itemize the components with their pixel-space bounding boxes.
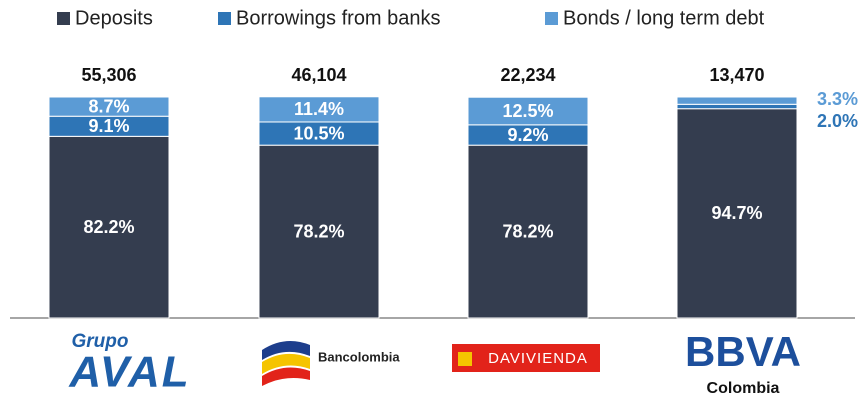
value-label: 11.4%	[294, 99, 344, 119]
bar-segment	[676, 96, 798, 105]
logo-mark	[262, 367, 310, 386]
value-label: 8.7%	[88, 96, 129, 116]
value-label: 2.0%	[817, 111, 858, 131]
bar-segment	[258, 96, 380, 123]
logo: AVAL	[68, 348, 190, 397]
bar-segment	[258, 144, 380, 319]
legend-label: Borrowings from banks	[236, 7, 441, 29]
logo: Bancolombia	[318, 349, 400, 364]
logo-note: Colombia	[707, 380, 780, 397]
logo-mark	[262, 353, 310, 374]
total-label: 22,234	[500, 65, 555, 85]
value-label: 3.3%	[817, 89, 858, 109]
total-label: 46,104	[291, 65, 346, 85]
value-label: 78.2%	[502, 221, 553, 241]
bar-segment	[676, 108, 798, 319]
logo: DAVIVIENDA	[488, 350, 588, 367]
logo-box	[452, 344, 600, 372]
legend-swatch	[57, 12, 70, 25]
bar-segment	[48, 96, 170, 117]
value-label: 10.5%	[293, 123, 344, 143]
value-label: 94.7%	[711, 203, 762, 223]
value-label: 9.1%	[88, 116, 129, 136]
total-label: 55,306	[81, 65, 136, 85]
logo-note: Grupo	[72, 331, 129, 352]
bar-segment	[467, 96, 589, 126]
value-label: 78.2%	[293, 221, 344, 241]
bar-segment	[467, 144, 589, 319]
total-label: 13,470	[709, 65, 764, 85]
legend-label: Bonds / long term debt	[563, 7, 765, 29]
logo: BBVA	[685, 328, 801, 375]
value-label: 9.2%	[507, 125, 548, 145]
bar-segment	[48, 135, 170, 319]
value-label: 12.5%	[502, 101, 553, 121]
bar-segment	[676, 103, 798, 110]
logo-mark	[262, 341, 310, 360]
value-label: 82.2%	[83, 217, 134, 237]
legend-swatch	[545, 12, 558, 25]
legend-swatch	[218, 12, 231, 25]
legend-label: Deposits	[75, 7, 153, 29]
logo-house	[458, 352, 472, 366]
